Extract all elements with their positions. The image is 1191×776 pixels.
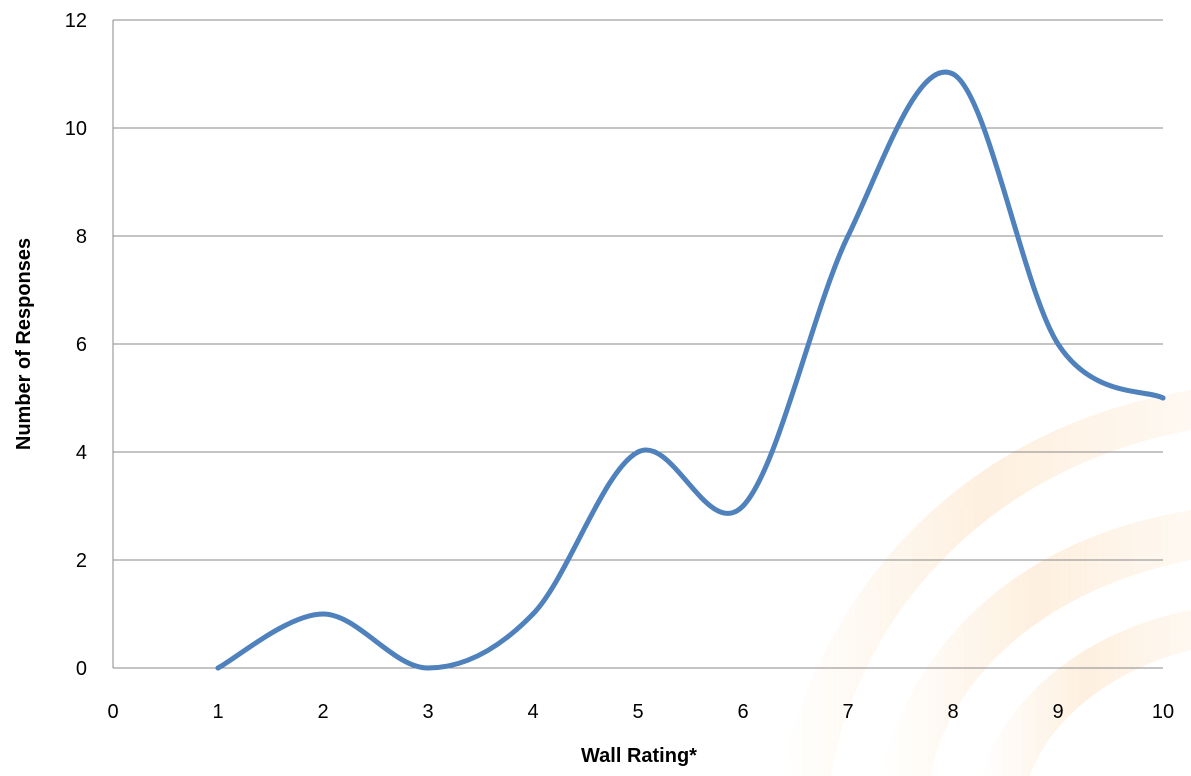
y-tick-label: 2 [76,550,87,572]
gridlines [112,19,1163,669]
x-tick-label: 4 [527,701,538,723]
x-tick-label: 1 [212,701,223,723]
data-point-5 [635,449,641,455]
y-tick-label: 0 [76,658,87,680]
x-tick-label: 0 [107,701,118,723]
x-tick-label: 7 [842,701,853,723]
data-point-9 [1055,341,1061,347]
x-tick-label: 8 [947,701,958,723]
y-tick-labels: 0 2 4 6 8 10 12 [65,10,87,680]
series-line [215,69,1166,671]
data-point-7 [845,233,851,239]
x-tick-label: 9 [1052,701,1063,723]
background-swirl [780,390,1191,776]
x-tick-label: 6 [737,701,748,723]
x-tick-label: 10 [1152,701,1174,723]
y-tick-label: 4 [76,442,87,464]
y-tick-label: 10 [65,118,87,140]
y-tick-label: 6 [76,334,87,356]
x-axis-title: Wall Rating* [581,745,697,767]
data-point-6 [740,503,746,509]
data-point-2 [320,611,326,617]
data-point-3 [425,665,431,671]
data-point-8 [950,71,956,77]
y-axis-title: Number of Responses [13,238,35,450]
y-tick-label: 8 [76,226,87,248]
x-tick-label: 5 [632,701,643,723]
x-tick-labels: 0 1 2 3 4 5 6 7 8 9 10 [107,701,1174,723]
series-group [215,69,1166,671]
data-point-10 [1160,395,1166,401]
x-tick-label: 3 [422,701,433,723]
y-tick-label: 12 [65,10,87,32]
data-point-4 [530,611,536,617]
x-tick-label: 2 [317,701,328,723]
data-point-1 [215,665,221,671]
